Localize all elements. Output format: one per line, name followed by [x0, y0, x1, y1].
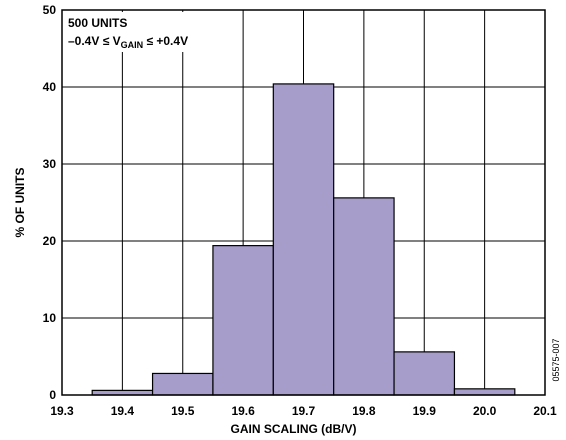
y-tick-labels: 0 10 20 30 40 50: [43, 3, 57, 402]
figure-id: 05575-007: [551, 338, 561, 381]
x-axis-label: GAIN SCALING (dB/V): [231, 422, 357, 436]
bars: [91, 83, 516, 396]
y-tick-label: 50: [43, 3, 57, 17]
histogram-bar: [453, 388, 516, 396]
histogram-bar: [272, 83, 335, 396]
x-tick-label: 19.4: [111, 404, 135, 418]
x-tick-label: 19.7: [292, 404, 316, 418]
y-tick-label: 20: [43, 234, 57, 248]
histogram-bar: [151, 372, 214, 396]
x-tick-label: 19.9: [413, 404, 437, 418]
annotation-range: –0.4V ≤ VGAIN ≤ +0.4V: [68, 34, 188, 50]
x-tick-label: 20.0: [473, 404, 497, 418]
x-tick-label: 19.6: [231, 404, 255, 418]
x-tick-label: 19.8: [352, 404, 376, 418]
x-tick-label: 20.1: [533, 404, 557, 418]
histogram-bar: [393, 351, 456, 396]
y-tick-label: 40: [43, 80, 57, 94]
y-axis-label: % OF UNITS: [13, 167, 27, 237]
annotation-range-prefix: –0.4V ≤ V: [68, 34, 121, 48]
y-tick-label: 30: [43, 157, 57, 171]
annotation-box: [64, 12, 222, 52]
y-tick-label: 0: [49, 388, 56, 402]
x-tick-labels: 19.3 19.4 19.5 19.6 19.7 19.8 19.9 20.0 20.1: [50, 404, 557, 418]
x-tick-label: 19.5: [171, 404, 195, 418]
y-tick-label: 10: [43, 311, 57, 325]
plot-frame: [61, 9, 546, 396]
annotation-range-suffix: ≤ +0.4V: [143, 34, 188, 48]
histogram-bar: [333, 197, 395, 396]
annotation-range-sub: GAIN: [121, 40, 144, 50]
x-tick-label: 19.3: [50, 404, 74, 418]
histogram-bar: [212, 245, 274, 396]
annotation-units: 500 UNITS: [68, 16, 127, 30]
